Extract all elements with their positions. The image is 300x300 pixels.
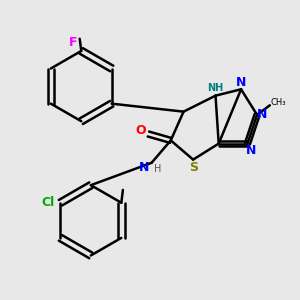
Text: N: N	[138, 161, 149, 174]
Text: N: N	[245, 143, 256, 157]
Text: H: H	[154, 164, 162, 174]
Text: NH: NH	[207, 83, 224, 93]
Text: Cl: Cl	[41, 196, 54, 209]
Text: N: N	[257, 108, 267, 121]
Text: CH₃: CH₃	[270, 98, 286, 106]
Text: F: F	[69, 36, 77, 50]
Text: S: S	[189, 161, 198, 174]
Text: O: O	[135, 124, 146, 137]
Text: N: N	[236, 76, 246, 89]
